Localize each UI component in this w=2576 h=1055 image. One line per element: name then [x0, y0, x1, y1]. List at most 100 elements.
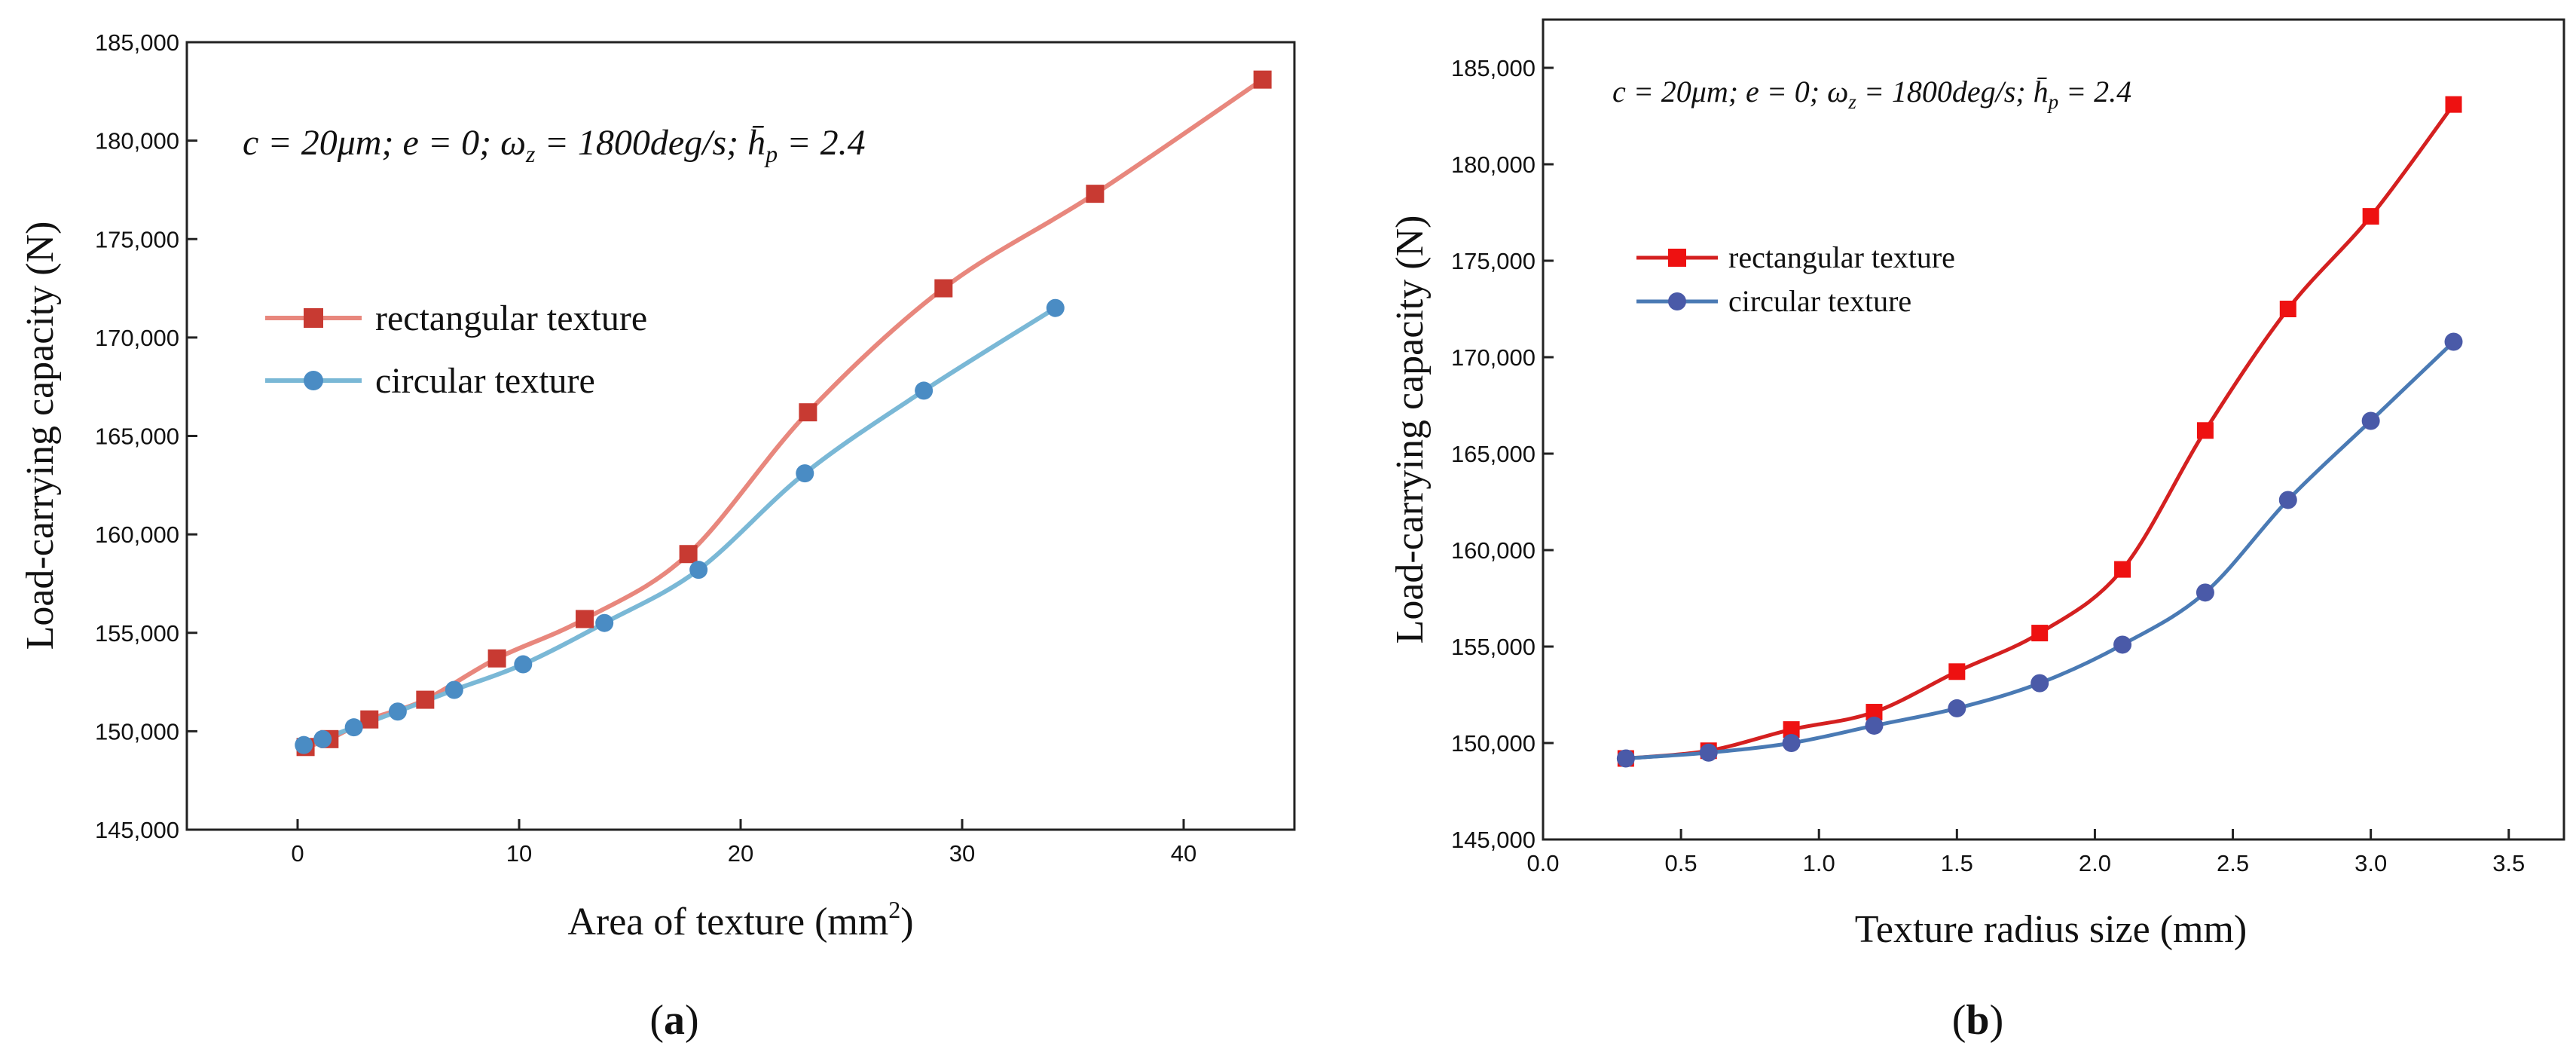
panel-b-rectangular-point-4: [1948, 663, 1966, 680]
panel-a-circular-point-3: [388, 702, 407, 721]
panel-b-circular-point-2: [1782, 734, 1801, 752]
panel-a-y-tick-label: 155,000: [95, 620, 179, 647]
panel-b-circular-point-0: [1616, 749, 1635, 768]
panel-b-circular-point-3: [1865, 716, 1884, 735]
panel-b-x-tick-label: 1.0: [1803, 850, 1835, 876]
panel-a-legend: rectangular texture circular texture: [265, 298, 647, 401]
panel-b-rectangular-point-9: [2362, 208, 2379, 225]
panel-a-y-tick-label: 180,000: [95, 128, 179, 154]
panel-b-y-tick-label: 170,000: [1451, 344, 1536, 371]
panel-a-circular-point-4: [445, 680, 463, 699]
panel-a-x-tick-label: 40: [1171, 840, 1196, 867]
panel-a-rectangular-point-2: [360, 710, 379, 729]
panel-a: 145,000 150,000 155,000 160,000 165,000 170,0…: [19, 29, 1296, 1044]
panel-b-y-tick-label: 165,000: [1451, 441, 1536, 467]
panel-a-rectangular-point-6: [679, 545, 698, 564]
panel-a-annotation: c = 20μm; e = 0; ωz = 1800deg/s; h̄p = 2…: [243, 123, 866, 167]
panel-b-circular-point-1: [1699, 743, 1718, 762]
panel-b-y-tick-label: 155,000: [1451, 634, 1536, 660]
panel-b-x-tick-label: 3.5: [2492, 850, 2525, 876]
panel-b-x-tick-label: 2.5: [2217, 850, 2249, 876]
panel-a-circular-point-9: [915, 381, 934, 400]
panel-a-circular-point-6: [595, 613, 614, 632]
panel-b-y-tick-label: 160,000: [1451, 537, 1536, 564]
legend-a-circular-label: circular texture: [375, 361, 595, 401]
panel-a-label: (a): [649, 997, 698, 1044]
panel-b-rectangular-point-7: [2196, 422, 2214, 439]
panel-b-plot-frame: [1542, 18, 2565, 841]
panel-b-circular-point-6: [2113, 635, 2132, 654]
panel-b-x-tick-label: 2.0: [2079, 850, 2111, 876]
panel-b-x-tick-label: 0.0: [1526, 850, 1559, 876]
panel-a-circular-point-10: [1046, 298, 1065, 317]
panel-b-x-tick-label: 1.5: [1941, 850, 1973, 876]
panel-b-rectangular-point-8: [2279, 301, 2296, 317]
panel-a-circular-point-7: [689, 561, 708, 579]
panel-a-rectangular-point-10: [1253, 70, 1272, 89]
panel-a-rectangular-point-4: [487, 649, 506, 668]
panel-a-markers: [295, 70, 1272, 757]
panel-b-rectangular-point-6: [2114, 561, 2131, 578]
panel-a-x-ticks: 0 10 20 30 40: [291, 819, 1196, 867]
panel-b-series-line-rectangular: [1625, 103, 2455, 760]
panel-b-series-line-circular: [1625, 340, 2455, 760]
panel-b-rectangular-point-2: [1783, 721, 1800, 738]
legend-a-circle-marker: [304, 371, 323, 390]
panel-a-rectangular-point-7: [799, 403, 817, 422]
panel-b-y-tick-label: 175,000: [1451, 248, 1536, 274]
panel-b-rectangular-point-5: [2031, 625, 2049, 642]
panel-a-circular-point-5: [514, 655, 533, 674]
legend-b-rectangular-label: rectangular texture: [1728, 240, 1955, 274]
panel-b-x-ticks: 0.0 0.5 1.0 1.5 2.0 2.5 3.0 3.5: [1526, 829, 2525, 876]
panel-b-x-tick-label: 3.0: [2354, 850, 2387, 876]
panel-a-x-tick-label: 10: [506, 840, 532, 867]
panel-b-x-tick-label: 0.5: [1665, 850, 1697, 876]
panel-b: 145,000 150,000 155,000 160,000 165,000 170,0…: [1389, 18, 2565, 1044]
panel-a-y-tick-label: 150,000: [95, 718, 179, 745]
panel-b-rectangular-point-3: [1866, 704, 1883, 721]
panel-a-series-lines: [303, 78, 1264, 750]
panel-b-y-tick-label: 145,000: [1451, 827, 1536, 853]
panel-a-circular-point-2: [344, 718, 363, 737]
legend-b-circular-label: circular texture: [1728, 284, 1911, 318]
panel-b-y-tick-label: 150,000: [1451, 730, 1536, 757]
panel-b-y-ticks: 145,000 150,000 155,000 160,000 165,000 170,0…: [1451, 55, 1554, 853]
panel-a-y-tick-label: 170,000: [95, 325, 179, 351]
panel-b-legend: rectangular texture circular texture: [1636, 240, 1955, 318]
panel-a-y-tick-label: 165,000: [95, 424, 179, 450]
panel-b-circular-point-10: [2444, 332, 2463, 351]
panel-b-circular-point-7: [2196, 583, 2214, 602]
panel-a-y-tick-label: 175,000: [95, 226, 179, 252]
panel-b-markers: [1616, 96, 2463, 768]
panel-b-rectangular-point-10: [2445, 96, 2462, 113]
panel-b-y-tick-label: 185,000: [1451, 55, 1536, 81]
legend-a-rectangular-label: rectangular texture: [375, 298, 647, 338]
panel-a-x-tick-label: 20: [728, 840, 753, 867]
panel-b-y-axis-title: Load-carrying capacity (N): [1389, 216, 1432, 644]
panel-a-circular-point-0: [295, 735, 313, 754]
panel-a-rectangular-point-8: [934, 279, 953, 298]
panel-b-x-axis-title: Texture radius size (mm): [1855, 908, 2248, 951]
panel-b-circular-point-9: [2361, 411, 2380, 430]
panel-a-x-tick-label: 0: [291, 840, 304, 867]
panel-b-series-lines: [1625, 103, 2455, 760]
panel-a-x-axis-title: Area of texture (mm2): [567, 896, 913, 943]
panel-b-label: (b): [1952, 997, 2003, 1044]
panel-a-x-tick-label: 30: [949, 840, 975, 867]
panel-a-rectangular-point-5: [576, 610, 594, 628]
panel-b-annotation: c = 20μm; e = 0; ωz = 1800deg/s; h̄p = 2…: [1612, 75, 2131, 113]
legend-b-circle-marker: [1668, 292, 1686, 310]
legend-b-square-marker: [1668, 249, 1686, 267]
panel-a-y-ticks: 145,000 150,000 155,000 160,000 165,000 170,0…: [95, 29, 197, 843]
panel-b-circular-point-4: [1948, 699, 1966, 717]
panel-a-rectangular-point-9: [1086, 185, 1105, 203]
legend-a-square-marker: [304, 308, 323, 328]
panel-a-circular-point-8: [796, 464, 814, 483]
panel-a-y-tick-label: 160,000: [95, 521, 179, 548]
panel-a-y-tick-label: 145,000: [95, 817, 179, 843]
panel-a-y-axis-title: Load-carrying capacity (N): [19, 222, 62, 650]
panel-b-y-tick-label: 180,000: [1451, 151, 1536, 178]
panel-a-y-tick-label: 185,000: [95, 29, 179, 56]
panel-a-rectangular-point-3: [416, 690, 435, 709]
